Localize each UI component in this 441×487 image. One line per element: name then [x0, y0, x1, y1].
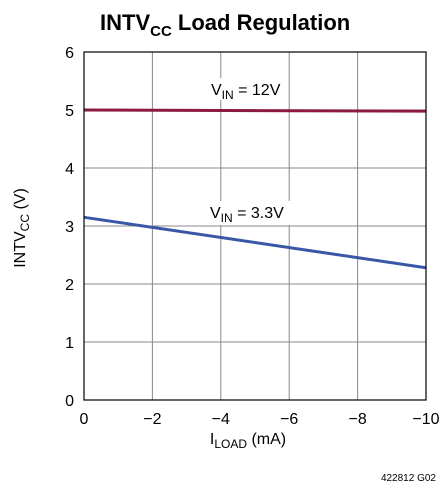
plot-frame	[83, 51, 427, 401]
figure-id: 422812 G02	[381, 473, 436, 484]
series-lines	[83, 108, 427, 270]
series-label-vin-3v3: VIN = 3.3V	[203, 201, 297, 225]
y-tick-label: 0	[65, 393, 74, 410]
y-tick-labels: 0 1 2 3 4 5 6	[65, 45, 74, 410]
x-axis-label: ILOAD (mA)	[210, 431, 286, 451]
chart-title: INTVCC Load Regulation	[100, 10, 350, 40]
y-tick-label: 6	[65, 45, 74, 62]
x-tick-label: −2	[143, 411, 161, 428]
x-tick-label: −4	[212, 411, 230, 428]
series-line-0	[83, 108, 427, 113]
svg-text:VIN = 12V: VIN = 12V	[211, 82, 281, 102]
y-tick-label: 5	[65, 103, 74, 120]
x-tick-label: −10	[412, 411, 439, 428]
x-tick-label: −6	[280, 411, 298, 428]
y-axis-label: INTVCC (V)	[12, 188, 32, 268]
x-tick-labels: 0 −2 −4 −6 −8 −10	[80, 411, 440, 428]
x-tick-label: 0	[80, 411, 89, 428]
y-tick-label: 3	[65, 219, 74, 236]
series-label-vin-12v: VIN = 12V	[205, 78, 287, 102]
y-tick-label: 2	[65, 277, 74, 294]
svg-text:VIN = 3.3V: VIN = 3.3V	[210, 205, 284, 225]
series-line-1	[83, 215, 427, 270]
x-tick-label: −8	[348, 411, 366, 428]
y-tick-label: 4	[65, 161, 74, 178]
y-tick-label: 1	[65, 335, 74, 352]
